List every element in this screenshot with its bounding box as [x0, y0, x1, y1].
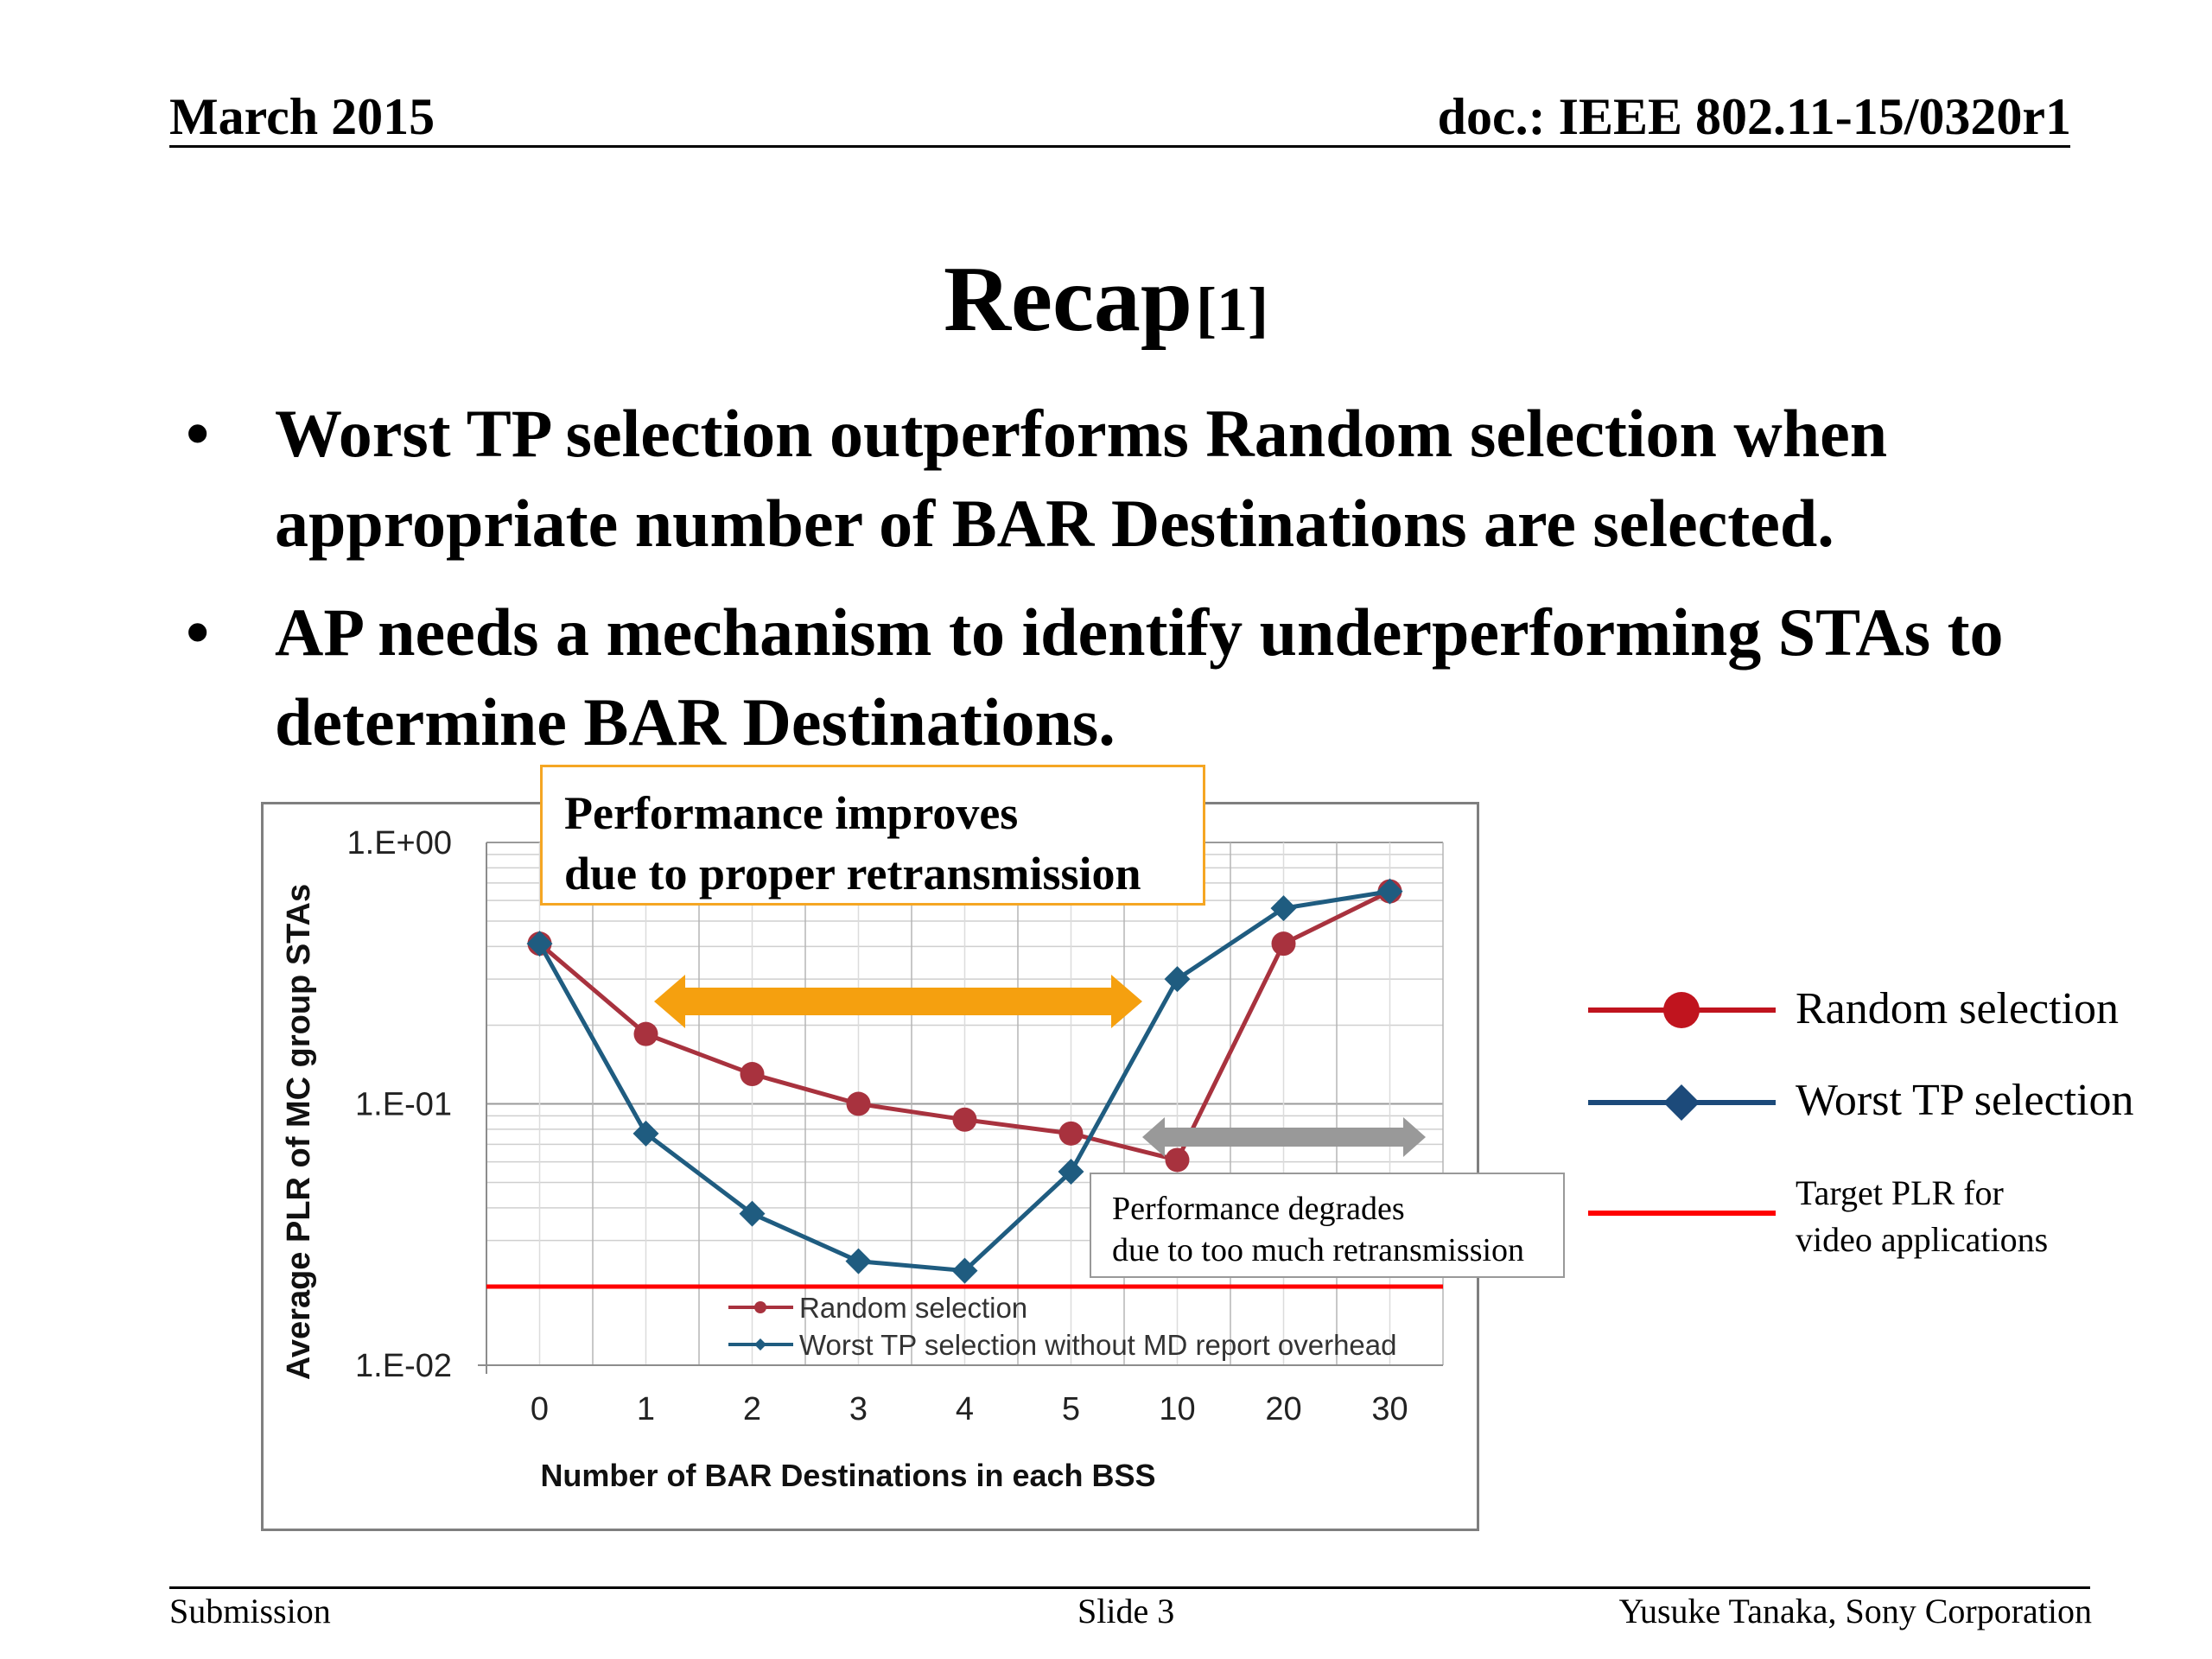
header-date: March 2015 — [169, 88, 435, 145]
improve-callout: Performance improves due to proper retra… — [540, 765, 1205, 906]
bullet-marker: • — [186, 396, 210, 471]
x-tick-label: 10 — [1159, 1391, 1195, 1427]
chart-frame — [261, 802, 1479, 1531]
x-tick-label: 0 — [531, 1391, 549, 1427]
x-tick-label: 1 — [637, 1391, 655, 1427]
side-legend-target-line2: video applications — [1796, 1220, 2049, 1259]
bullet-text: Worst TP selection outperforms Random se… — [275, 396, 1888, 561]
side-legend-target-label: Target PLR for video applications — [1796, 1170, 2141, 1263]
x-tick-label: 2 — [743, 1391, 761, 1427]
data-point-worst-tp — [739, 1200, 766, 1227]
data-point-random — [846, 1091, 871, 1116]
header-doc-id: doc.: IEEE 802.11-15/0320r1 — [1437, 88, 2071, 145]
degrade-range-arrow — [1142, 1117, 1426, 1157]
data-point-random — [1165, 1147, 1190, 1173]
x-tick-label: 20 — [1265, 1391, 1301, 1427]
improve-range-arrow — [654, 975, 1142, 1028]
bullet-marker: • — [186, 594, 210, 670]
x-axis-title: Number of BAR Destinations in each BSS — [540, 1458, 1155, 1493]
footer-slide-number: Slide 3 — [1077, 1592, 1175, 1630]
y-tick-label: 1.E+00 — [347, 825, 453, 861]
degrade-callout-line2: due to too much retransmission — [1112, 1232, 1525, 1268]
side-legend-random-marker — [1663, 992, 1700, 1028]
x-tick-label: 3 — [849, 1391, 868, 1427]
side-legend-random-label: Random selection — [1796, 984, 2120, 1033]
legend-swatch-marker — [754, 1338, 766, 1351]
legend-label: Worst TP selection without MD report ove… — [799, 1329, 1397, 1361]
degrade-callout: Performance degrades due to too much ret… — [1090, 1173, 1565, 1278]
data-point-worst-tp — [1270, 895, 1297, 922]
data-point-random — [633, 1021, 658, 1046]
data-point-worst-tp — [526, 931, 553, 957]
x-tick-label: 5 — [1062, 1391, 1080, 1427]
side-legend-worst-marker — [1663, 1084, 1700, 1121]
degrade-callout-line1: Performance degrades — [1112, 1191, 1405, 1227]
y-axis-title: Average PLR of MC group STAs — [281, 884, 317, 1380]
data-point-worst-tp — [1058, 1159, 1084, 1185]
footer-submission: Submission — [169, 1592, 331, 1630]
data-point-worst-tp — [1164, 966, 1191, 993]
data-point-random — [1058, 1121, 1084, 1146]
data-point-random — [952, 1107, 977, 1132]
x-tick-label: 30 — [1371, 1391, 1408, 1427]
legend-label: Random selection — [799, 1292, 1027, 1324]
bullet-text: AP needs a mechanism to identify underpe… — [275, 594, 2004, 760]
header-divider — [169, 145, 2070, 148]
data-point-worst-tp — [1376, 878, 1403, 905]
improve-callout-line2: due to proper retransmission — [564, 848, 1141, 899]
data-point-worst-tp — [845, 1248, 872, 1274]
slide-title-text: Recap — [944, 248, 1192, 351]
side-legend-target-line1: Target PLR for — [1796, 1173, 2004, 1212]
slide-title: Recap [1] — [0, 246, 2212, 353]
data-point-worst-tp — [951, 1257, 978, 1284]
slide-title-reference: [1] — [1195, 275, 1268, 344]
y-tick-label: 1.E-01 — [355, 1087, 452, 1123]
data-point-random — [1271, 931, 1296, 957]
legend-swatch-marker — [754, 1301, 766, 1313]
x-tick-label: 4 — [956, 1391, 974, 1427]
improve-callout-line1: Performance improves — [564, 787, 1019, 839]
side-legend-worst-label: Worst TP selection — [1796, 1076, 2134, 1125]
footer-divider — [169, 1586, 2090, 1589]
y-tick-label: 1.E-02 — [355, 1348, 452, 1384]
data-point-worst-tp — [632, 1120, 659, 1147]
footer-author: Yusuke Tanaka, Sony Corporation — [1618, 1592, 2093, 1630]
data-point-random — [740, 1062, 765, 1087]
